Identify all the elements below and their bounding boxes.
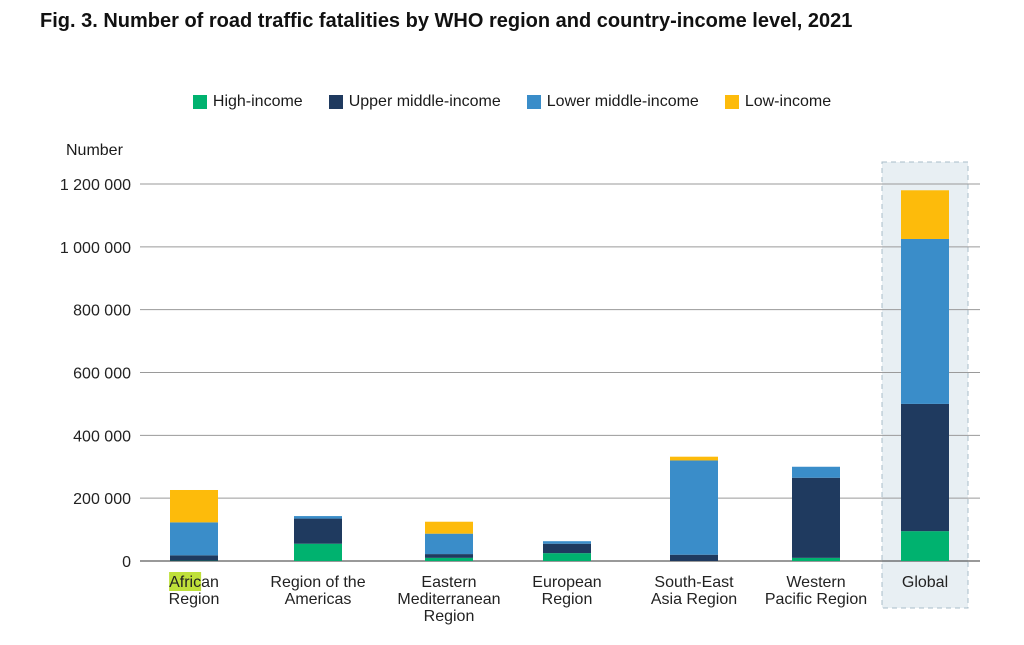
legend-swatch-high-income [192,95,207,109]
bar-segment-low-income [670,456,718,461]
legend-swatch-upper-middle-income [328,95,343,109]
legend-item-upper-middle-income: Upper middle-income [328,93,501,111]
bar-segment-lower-middle-income [170,522,218,556]
bar-segment-upper-middle-income [901,403,949,532]
bar-segment-lower-middle-income [670,460,718,555]
bar-segment-lower-middle-income [543,541,591,544]
x-tick-label: Region [424,608,475,625]
y-axis-label: Number [66,142,123,159]
bar-segment-upper-middle-income [425,554,473,558]
legend-label-lower-middle-income: Lower middle-income [546,93,699,110]
x-tick-label: Eastern [421,574,476,591]
bar-segment-upper-middle-income [543,543,591,554]
bar-segment-high-income [425,557,473,561]
x-tick-label: Region [542,591,593,608]
text-highlight [169,572,202,591]
legend-label-low-income: Low-income [744,93,832,110]
legend-label-high-income: High-income [212,93,303,110]
x-tick-label: Americas [285,591,352,608]
x-tick-label: Region of the [270,574,365,591]
y-tick-label: 1 200 000 [60,177,131,194]
x-tick-label: South-East [654,574,734,591]
bar-segment-low-income [170,489,218,523]
legend-item-low-income: Low-income [724,93,832,111]
x-tick-label: Western [786,574,845,591]
legend: High-income Upper middle-income Lower mi… [0,93,1024,111]
bar-segment-lower-middle-income [294,516,342,519]
bar-segment-low-income [425,521,473,534]
bar-segment-upper-middle-income [170,555,218,561]
bar-segment-lower-middle-income [901,238,949,404]
x-tick-label: Region [169,591,220,608]
legend-item-lower-middle-income: Lower middle-income [526,93,699,111]
x-tick-label: European [532,574,601,591]
bar-segment-upper-middle-income [670,554,718,561]
chart-title: Fig. 3. Number of road traffic fatalitie… [40,10,853,32]
bar-segment-low-income [901,190,949,239]
bar-segment-lower-middle-income [425,533,473,555]
y-tick-label: 800 000 [73,303,131,320]
bar-segment-lower-middle-income [792,466,840,478]
y-tick-label: 200 000 [73,491,131,508]
y-tick-label: 600 000 [73,366,131,383]
x-tick-label: Global [902,574,948,591]
legend-label-upper-middle-income: Upper middle-income [348,93,501,110]
y-tick-label: 400 000 [73,428,131,445]
bar-segment-high-income [543,553,591,561]
bar-segment-high-income [901,531,949,561]
bar-segment-high-income [294,543,342,561]
y-tick-label: 1 000 000 [60,240,131,257]
x-tick-label: Mediterranean [397,591,500,608]
legend-item-high-income: High-income [192,93,303,111]
legend-swatch-low-income [724,95,739,109]
bar-segment-upper-middle-income [294,518,342,544]
x-tick-label: African [169,574,219,591]
bar-segment-upper-middle-income [792,477,840,558]
x-tick-label: Asia Region [651,591,737,608]
legend-swatch-lower-middle-income [526,95,541,109]
x-tick-label: Pacific Region [765,591,867,608]
y-tick-label: 0 [122,554,131,571]
bar-segment-high-income [792,557,840,561]
